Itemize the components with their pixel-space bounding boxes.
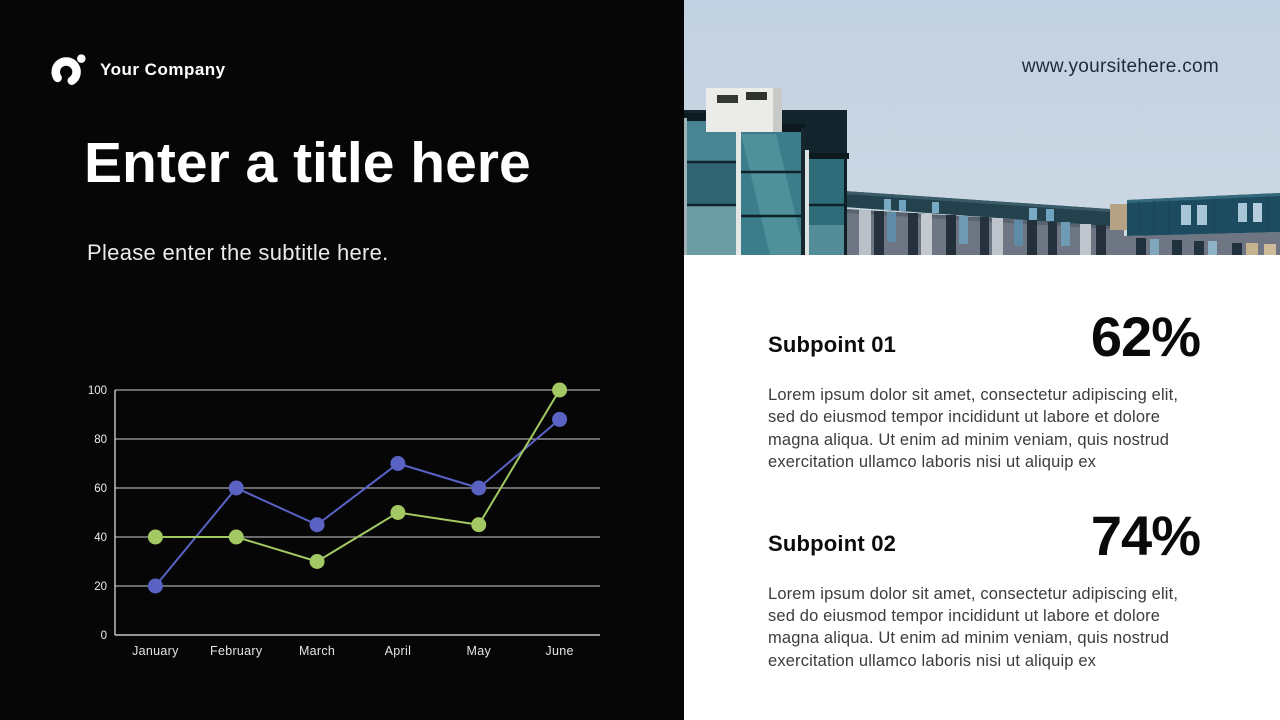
subpoint-01-head: Subpoint 01 62% [768,305,1201,368]
subpoints-section: Subpoint 01 62% Lorem ipsum dolor sit am… [684,255,1280,706]
svg-text:20: 20 [94,581,107,593]
svg-text:March: March [299,644,335,658]
company-logo-icon [50,52,88,88]
left-panel: Your Company Enter a title here Please e… [0,0,684,720]
svg-text:April: April [385,644,412,658]
svg-text:January: January [132,644,179,658]
subpoint-01-label: Subpoint 01 [768,332,897,357]
subpoint-02-head: Subpoint 02 74% [768,503,1201,567]
brand: Your Company [50,52,226,88]
line-chart: 0 20 40 60 80 100 January February March April May… [88,382,600,658]
subpoint-02-body: Lorem ipsum dolor sit amet, consectetur … [768,584,1179,670]
website-url: www.yoursitehere.com [1021,56,1219,77]
subpoint-02-label: Subpoint 02 [768,530,897,556]
subpoint-02: Subpoint 02 74% Lorem ipsum dolor sit am… [768,503,1201,673]
subpoint-01-value: 62% [1090,305,1201,368]
subpoint-01-body: Lorem ipsum dolor sit amet, consectetur … [768,386,1179,472]
svg-text:May: May [466,644,491,658]
svg-text:80: 80 [94,434,107,446]
svg-text:February: February [210,644,263,658]
svg-text:40: 40 [94,532,107,544]
svg-text:June: June [545,644,573,658]
subpoint-01: Subpoint 01 62% Lorem ipsum dolor sit am… [768,305,1201,474]
right-panel: www.yoursitehere.com Subpoint 01 62% Lor… [684,0,1280,720]
svg-text:0: 0 [101,630,107,642]
slide-subtitle: Please enter the subtitle here. [87,240,389,265]
brand-name: Your Company [100,60,226,79]
subpoint-02-value: 74% [1090,503,1201,567]
building-illustration [684,0,1280,255]
svg-text:100: 100 [88,385,107,397]
building-photo: www.yoursitehere.com [684,0,1280,255]
svg-text:60: 60 [94,483,107,495]
slide-title: Enter a title here [84,131,531,195]
